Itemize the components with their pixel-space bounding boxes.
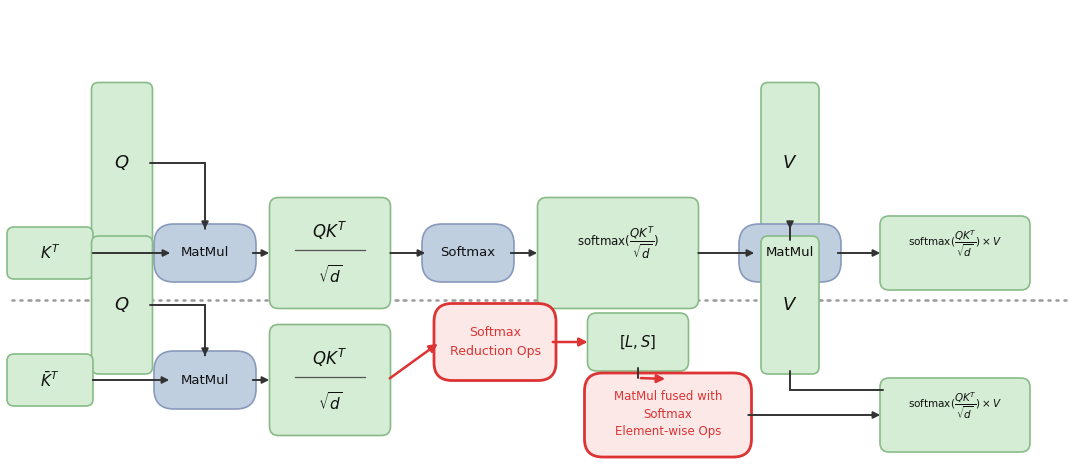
Text: MatMul fused with: MatMul fused with [613,390,723,403]
Text: MatMul: MatMul [180,373,229,387]
FancyBboxPatch shape [154,224,256,282]
Text: Softmax: Softmax [469,326,521,338]
Text: $\mathrm{softmax}(\dfrac{QK^{T}}{\sqrt{d}}) \times V$: $\mathrm{softmax}(\dfrac{QK^{T}}{\sqrt{d… [908,229,1002,259]
FancyBboxPatch shape [154,351,256,409]
Text: Softmax: Softmax [644,408,692,421]
FancyBboxPatch shape [739,224,841,282]
FancyBboxPatch shape [880,378,1030,452]
FancyBboxPatch shape [270,197,391,308]
Text: $\sqrt{d}$: $\sqrt{d}$ [318,264,342,286]
Text: $\sqrt{d}$: $\sqrt{d}$ [318,391,342,413]
Text: $QK^{T}$: $QK^{T}$ [312,347,348,369]
FancyBboxPatch shape [6,354,93,406]
FancyBboxPatch shape [422,224,514,282]
Text: $\bar{K}^{T}$: $\bar{K}^{T}$ [40,371,59,389]
Text: $[L, S]$: $[L, S]$ [620,333,657,351]
FancyBboxPatch shape [761,82,819,243]
FancyBboxPatch shape [588,313,689,371]
Text: $\mathrm{softmax}(\dfrac{QK^{T}}{\sqrt{d}})$: $\mathrm{softmax}(\dfrac{QK^{T}}{\sqrt{d… [577,225,659,262]
FancyBboxPatch shape [434,304,556,380]
Text: $QK^{T}$: $QK^{T}$ [312,220,348,242]
FancyBboxPatch shape [270,324,391,436]
FancyBboxPatch shape [6,227,93,279]
Text: MatMul: MatMul [180,247,229,259]
Text: $V$: $V$ [782,296,798,314]
Text: MatMul: MatMul [766,247,814,259]
FancyBboxPatch shape [880,216,1030,290]
FancyBboxPatch shape [538,197,699,308]
Text: $Q$: $Q$ [114,295,130,314]
FancyBboxPatch shape [584,373,752,457]
FancyBboxPatch shape [92,82,152,243]
Text: $V$: $V$ [782,154,798,172]
Text: Reduction Ops: Reduction Ops [449,345,540,358]
Text: Element-wise Ops: Element-wise Ops [615,425,721,439]
Text: Softmax: Softmax [441,247,496,259]
FancyBboxPatch shape [92,236,152,374]
Text: $K^{T}$: $K^{T}$ [40,244,60,263]
Text: $Q$: $Q$ [114,154,130,173]
FancyBboxPatch shape [761,236,819,374]
Text: $\mathrm{softmax}(\dfrac{QK^{T}}{\sqrt{d}}) \times V$: $\mathrm{softmax}(\dfrac{QK^{T}}{\sqrt{d… [908,391,1002,421]
